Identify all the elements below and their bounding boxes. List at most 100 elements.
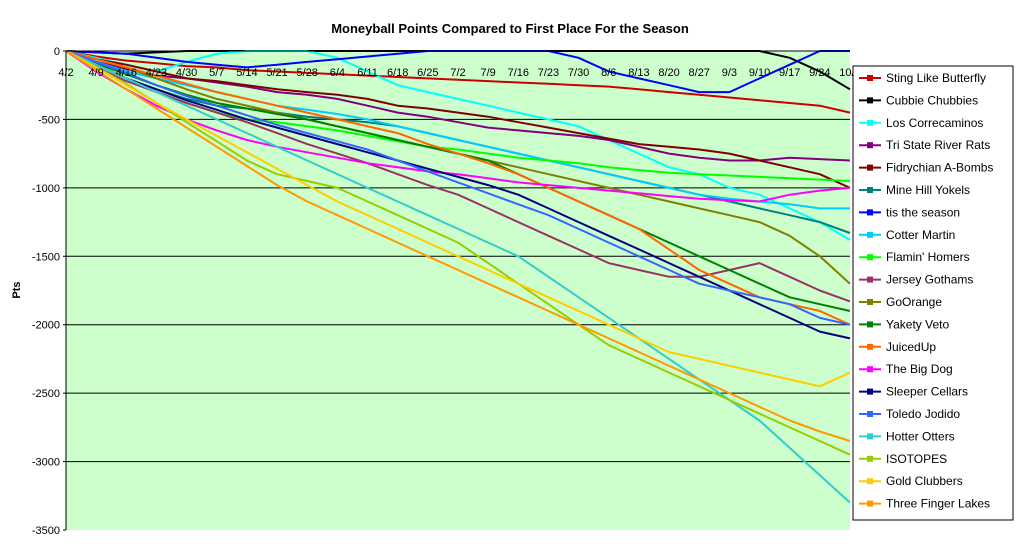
legend-label: Mine Hill Yokels xyxy=(886,183,970,197)
legend-label: Sleeper Cellars xyxy=(886,385,968,399)
chart-title: Moneyball Points Compared to First Place… xyxy=(331,21,689,36)
x-tick-label: 9/24 xyxy=(809,67,830,79)
legend-marker xyxy=(867,343,873,350)
series-line-hotter-otters xyxy=(65,50,851,504)
x-tick-label: 8/20 xyxy=(658,67,679,79)
legend-label: Fidrychian A-Bombs xyxy=(886,161,993,175)
x-tick-label: 4/9 xyxy=(89,67,104,79)
y-tick-label: -1000 xyxy=(32,183,60,195)
legend-label: Cubbie Chubbies xyxy=(886,93,978,107)
x-tick-label: 5/7 xyxy=(209,67,224,79)
legend-entry: Jersey Gothams xyxy=(859,273,973,287)
legend-marker xyxy=(867,478,873,485)
legend-entry: tis the season xyxy=(859,205,960,219)
legend-entry: Three Finger Lakes xyxy=(859,497,990,511)
x-tick-label: 8/27 xyxy=(689,67,710,79)
legend-entry: GoOrange xyxy=(859,295,942,309)
legend-box xyxy=(852,65,1014,521)
legend-entry: JuicedUp xyxy=(859,340,936,354)
legend-marker xyxy=(867,411,873,417)
x-tick-label: 6/4 xyxy=(330,67,345,79)
series-line-sleeper-cellars xyxy=(65,50,851,340)
x-axis-ticks: 4/2 4/9 4/16 4/23 4/30 5/7 5/14 5/21 5/28 6/4 6/11… xyxy=(58,67,860,79)
legend-marker xyxy=(867,455,873,462)
x-tick-label: 9/3 xyxy=(722,67,737,79)
legend-entry: Mine Hill Yokels xyxy=(859,183,970,197)
series-line-toledo-jodido xyxy=(65,50,851,326)
y-tick-label: -1500 xyxy=(32,251,60,263)
legend-entry: Los Correcaminos xyxy=(859,116,983,130)
legend-label: Sting Like Butterfly xyxy=(886,71,986,85)
legend-marker xyxy=(867,276,873,283)
legend-label: Toledo Jodido xyxy=(886,407,960,421)
legend-marker xyxy=(867,97,873,104)
series-line-los-correcaminos xyxy=(65,50,851,241)
x-tick-label: 7/30 xyxy=(568,67,589,79)
x-tick-label: 9/17 xyxy=(779,67,800,79)
legend-entry: Sleeper Cellars xyxy=(859,385,968,399)
legend-label: Cotter Martin xyxy=(886,228,955,242)
legend-marker xyxy=(867,254,873,261)
x-tick-label: 5/14 xyxy=(236,67,257,79)
x-tick-label: 5/21 xyxy=(266,67,287,79)
legend-marker xyxy=(867,500,873,507)
y-tick-label: -2000 xyxy=(32,320,60,332)
legend-label: Los Correcaminos xyxy=(886,116,983,130)
legend-marker xyxy=(867,187,873,193)
x-tick-label: 5/28 xyxy=(297,67,318,79)
x-tick-label: 7/16 xyxy=(508,67,529,79)
series-line-sting-like-butterfly xyxy=(65,50,851,114)
legend-label: tis the season xyxy=(886,205,960,219)
legend-entry: Fidrychian A-Bombs xyxy=(859,161,993,175)
series-line-jersey-gothams xyxy=(65,50,851,303)
legend-entry: Gold Clubbers xyxy=(859,474,963,488)
y-tick-label: -2500 xyxy=(32,388,60,400)
legend-entry: Cubbie Chubbies xyxy=(859,93,978,107)
legend-marker xyxy=(867,164,873,171)
legend-marker xyxy=(867,366,873,373)
legend-marker xyxy=(867,209,873,216)
series-line-fidrychian-a-bombs xyxy=(65,50,851,189)
series-line-gold-clubbers xyxy=(65,50,851,388)
x-tick-label: 7/9 xyxy=(481,67,496,79)
legend-marker xyxy=(867,299,873,305)
x-tick-label: 4/16 xyxy=(116,67,137,79)
y-tick-label: -3000 xyxy=(32,457,60,469)
x-tick-label: 6/11 xyxy=(357,67,378,79)
x-tick-label: 8/13 xyxy=(628,67,649,79)
legend-marker xyxy=(867,433,873,440)
legend-label: Three Finger Lakes xyxy=(886,497,990,511)
legend-marker xyxy=(867,231,873,238)
legend: Sting Like Butterfly Cubbie Chubbies Los C… xyxy=(852,65,1014,521)
legend-label: ISOTOPES xyxy=(886,452,947,466)
x-tick-label: 6/18 xyxy=(387,67,408,79)
legend-entry: Toledo Jodido xyxy=(859,407,960,421)
plot-area xyxy=(66,51,850,530)
x-tick-label: 8/6 xyxy=(601,67,616,79)
legend-entry: ISOTOPES xyxy=(859,452,947,466)
series-line-three-finger-lakes xyxy=(65,50,851,442)
series-line-the-big-dog xyxy=(65,50,851,203)
legend-entry: Tri State River Rats xyxy=(859,138,990,152)
series-lines xyxy=(65,50,851,504)
series-line-juicedup xyxy=(65,50,851,326)
legend-label: Hotter Otters xyxy=(886,429,955,443)
legend-entry: Hotter Otters xyxy=(859,429,955,443)
x-tick-label: 9/10 xyxy=(749,67,770,79)
legend-label: The Big Dog xyxy=(886,362,953,376)
x-tick-label: 7/2 xyxy=(450,67,465,79)
legend-marker xyxy=(867,388,873,395)
y-axis-ticks: 0 -500 -1000 -1500 -2000 -2500 -3000 -3500 xyxy=(32,46,66,537)
legend-marker xyxy=(867,142,873,149)
legend-entry: Cotter Martin xyxy=(859,228,955,242)
x-tick-label: 4/30 xyxy=(176,67,197,79)
legend-entry: Flamin' Homers xyxy=(859,250,970,264)
legend-marker xyxy=(867,321,873,328)
y-axis-label: Pts xyxy=(11,281,23,298)
legend-label: Jersey Gothams xyxy=(886,273,973,287)
legend-label: Gold Clubbers xyxy=(886,474,963,488)
y-tick-label: 0 xyxy=(54,46,60,58)
legend-entry: Sting Like Butterfly xyxy=(859,71,986,85)
legend-entry: Yakety Veto xyxy=(859,317,949,331)
